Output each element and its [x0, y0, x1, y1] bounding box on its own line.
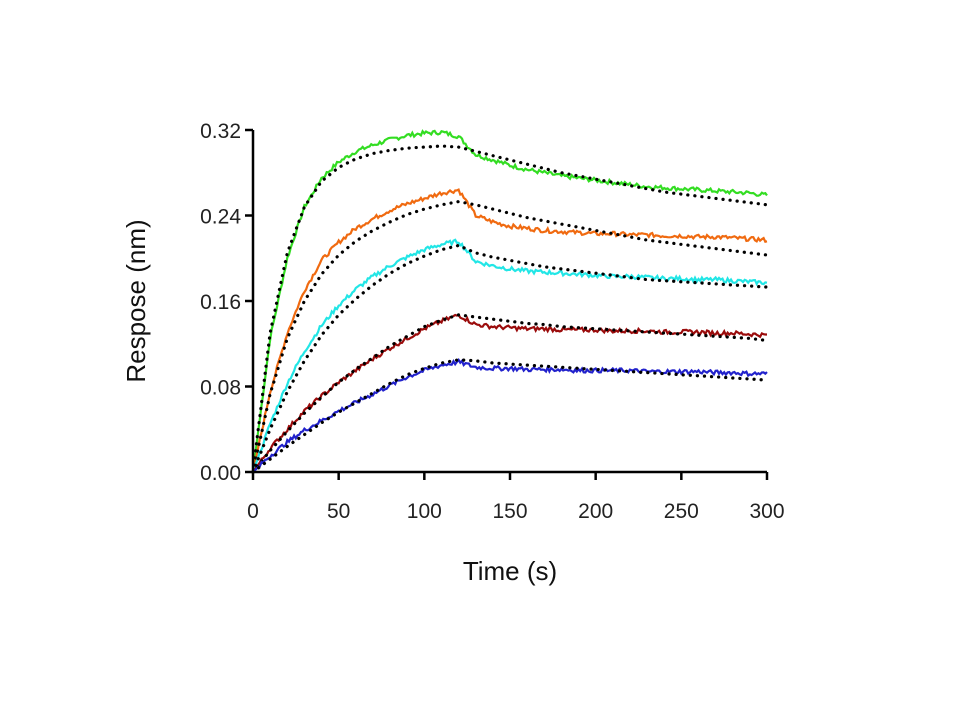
- axes: 0 50 100 150 200 250 300 0.00 0.08 0.16 0.24 0.32: [200, 120, 784, 523]
- response-trace-3: [251, 238, 768, 473]
- response-trace-2: [251, 188, 768, 473]
- fit-curve-5: [251, 358, 769, 474]
- y-tick-label: 0.08: [200, 377, 241, 400]
- x-tick-label: 150: [492, 500, 527, 523]
- x-axis-title: Time (s): [463, 556, 557, 586]
- plot-area: [251, 129, 769, 474]
- x-tick-label: 50: [327, 500, 350, 523]
- x-tick-label: 200: [578, 500, 613, 523]
- x-tick-label: 0: [247, 500, 259, 523]
- x-tick-label: 250: [664, 500, 699, 523]
- response-trace-5: [252, 358, 768, 473]
- y-tick-label: 0.00: [200, 462, 241, 485]
- y-axis-ticks: 0.00 0.08 0.16 0.24 0.32: [200, 120, 253, 485]
- fit-curve-3: [251, 243, 769, 474]
- fit-curve-4: [251, 313, 769, 474]
- response-trace-4: [252, 313, 767, 473]
- y-tick-label: 0.24: [200, 206, 241, 229]
- x-axis-ticks: 0 50 100 150 200 250 300: [247, 472, 785, 523]
- x-tick-label: 100: [407, 500, 442, 523]
- fit-curve-2: [251, 199, 769, 474]
- y-axis-title: Respose (nm): [121, 219, 151, 382]
- y-tick-label: 0.16: [200, 291, 241, 314]
- y-tick-label: 0.32: [200, 120, 241, 143]
- x-tick-label: 300: [749, 500, 784, 523]
- response-trace-1: [251, 129, 768, 473]
- fit-curve-1: [251, 144, 769, 474]
